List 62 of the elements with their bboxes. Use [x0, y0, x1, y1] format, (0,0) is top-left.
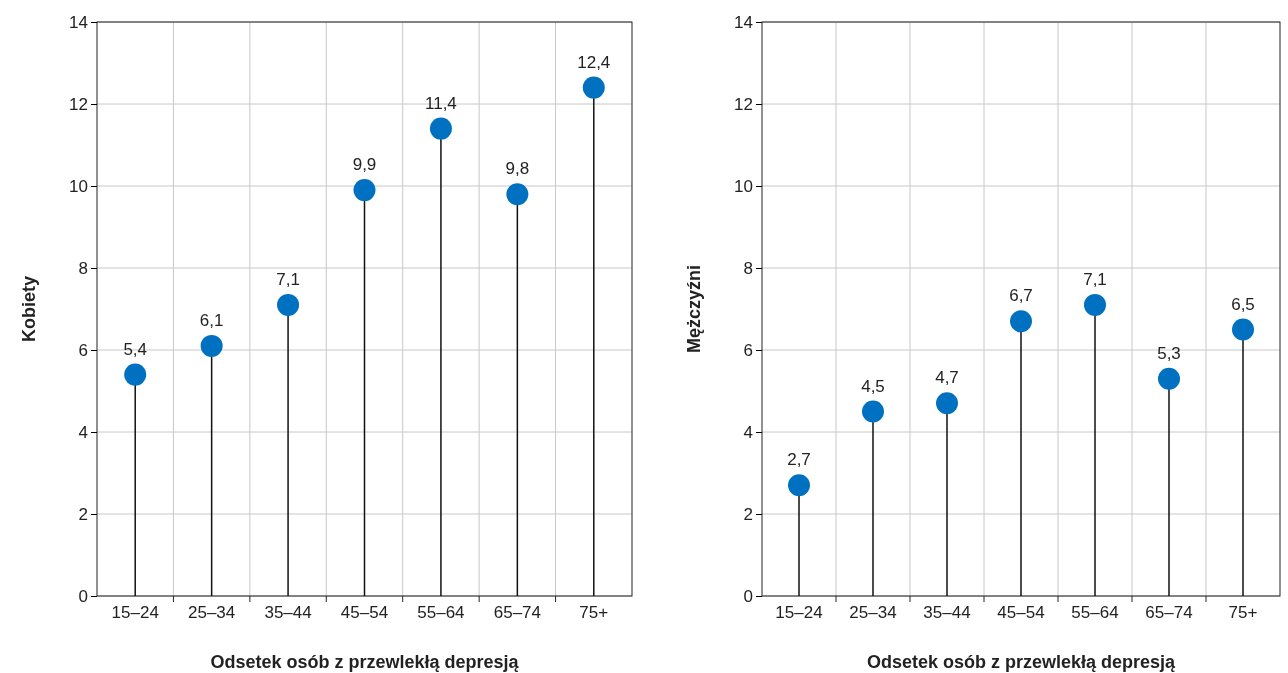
point	[862, 400, 884, 423]
y-tick-label: 2	[78, 504, 88, 524]
data-label: 4,5	[861, 376, 885, 396]
y-tick-label: 8	[78, 258, 88, 278]
y-tick-label: 4	[743, 422, 753, 442]
y-tick-label: 2	[743, 504, 753, 524]
point	[1232, 318, 1254, 341]
data-label: 7,1	[276, 269, 300, 289]
x-tick-label: 75+	[1228, 603, 1258, 623]
x-axis-title: Odsetek osób z przewlekłą depresją	[866, 652, 1177, 672]
point	[936, 392, 958, 415]
y-axis-title: Kobiety	[19, 275, 39, 343]
x-tick-label: 55–64	[1071, 603, 1119, 623]
data-label: 2,7	[787, 450, 811, 470]
data-label: 6,1	[199, 310, 224, 330]
x-tick-label: 65–74	[493, 603, 541, 623]
data-label: 7,1	[1083, 269, 1107, 289]
x-tick-label: 25–34	[188, 603, 236, 623]
y-tick-label: 12	[734, 94, 753, 114]
x-tick-label: 55–64	[417, 603, 465, 623]
y-tick-label: 14	[734, 12, 753, 32]
x-tick-label: 45–54	[340, 603, 389, 623]
point	[582, 76, 605, 99]
point	[353, 179, 376, 202]
point	[1010, 310, 1032, 333]
x-tick-label: 15–24	[775, 603, 823, 623]
y-axis-title: Mężczyźni	[684, 264, 704, 354]
data-label: 6,7	[1009, 286, 1033, 306]
point	[124, 363, 147, 386]
y-tick-label: 0	[743, 586, 753, 606]
point	[277, 293, 300, 316]
point	[429, 117, 452, 140]
data-label: 9,8	[505, 159, 530, 179]
y-tick-label: 6	[743, 340, 753, 360]
y-tick-label: 6	[78, 340, 88, 360]
point	[200, 334, 223, 357]
data-label: 11,4	[425, 93, 457, 113]
y-tick-label: 0	[78, 586, 88, 606]
point	[1084, 293, 1106, 316]
y-tick-label: 4	[78, 422, 88, 442]
data-label: 4,7	[935, 368, 959, 388]
y-tick-label: 10	[734, 176, 753, 196]
data-label: 5,3	[1157, 343, 1181, 363]
x-axis-title: Odsetek osób z przewlekłą depresją	[210, 652, 520, 672]
data-label: 9,9	[352, 155, 377, 175]
data-label: 6,5	[1231, 294, 1255, 314]
point	[506, 183, 529, 206]
x-tick-label: 25–34	[849, 603, 897, 623]
x-tick-label: 45–54	[997, 603, 1045, 623]
point	[788, 474, 810, 497]
data-label: 5,4	[123, 339, 148, 359]
x-tick-label: 35–44	[264, 603, 312, 623]
data-label: 12,4	[577, 52, 611, 72]
y-tick-label: 8	[743, 258, 753, 278]
x-tick-label: 65–74	[1145, 603, 1193, 623]
point	[1158, 367, 1180, 390]
y-tick-label: 12	[69, 94, 88, 114]
y-tick-label: 14	[69, 12, 88, 32]
x-tick-label: 35–44	[923, 603, 971, 623]
x-tick-label: 75+	[579, 603, 609, 623]
y-tick-label: 10	[69, 176, 88, 196]
x-tick-label: 15–24	[111, 603, 159, 623]
